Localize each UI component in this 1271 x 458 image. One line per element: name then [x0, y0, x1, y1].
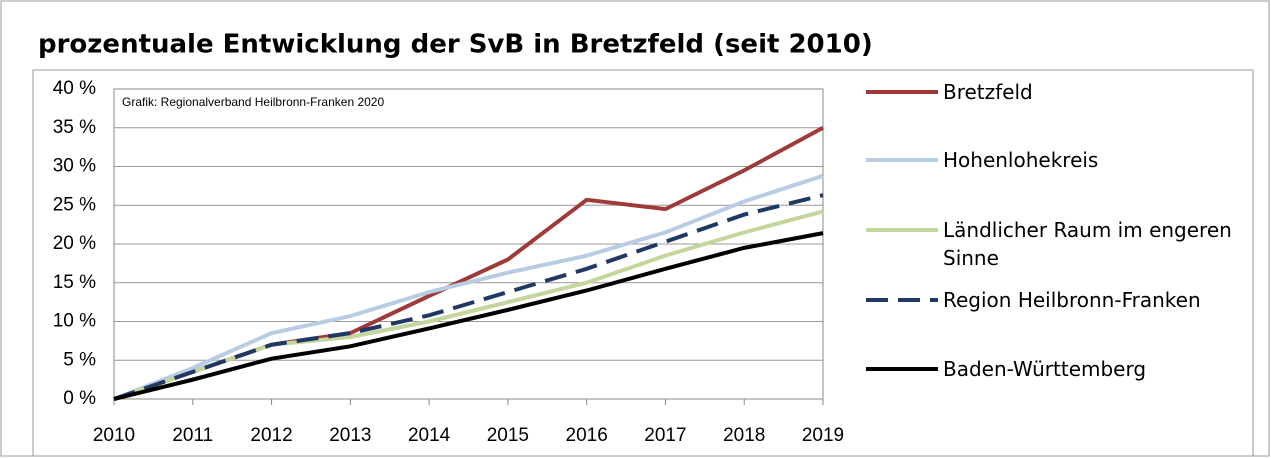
y-tick-label: 40 % [53, 78, 96, 99]
y-tick-label: 10 % [53, 311, 96, 332]
x-tick-label: 2015 [487, 425, 529, 446]
legend-label: Hohenlohekreis [943, 148, 1099, 172]
series-line [113, 173, 824, 401]
y-tick-label: 20 % [53, 233, 96, 254]
series-line [113, 193, 824, 401]
y-tick-label: 0 % [63, 388, 96, 409]
plot-frame [113, 88, 824, 400]
annotation: Grafik: Regionalverband Heilbronn-Franke… [122, 95, 384, 109]
x-tick-label: 2013 [329, 425, 371, 446]
inner-frame [32, 69, 1254, 457]
x-tick-label: 2010 [93, 425, 135, 446]
y-tick-label: 25 % [53, 194, 96, 215]
x-tick-label: 2014 [408, 425, 451, 446]
y-tick-label: 5 % [63, 349, 96, 370]
y-tick-label: 30 % [53, 156, 96, 177]
chart-title: prozentuale Entwicklung der SvB in Bretz… [38, 30, 873, 60]
series-line [113, 231, 824, 401]
series-line [113, 125, 824, 401]
legend-label: Ländlicher Raum im engeren Sinne [943, 218, 1232, 270]
legend-label: Region Heilbronn-Franken [943, 288, 1201, 312]
x-tick-label: 2011 [172, 425, 213, 446]
x-tick-label: 2012 [250, 425, 292, 446]
y-tick-label: 15 % [53, 272, 96, 293]
y-tick-label: 35 % [53, 117, 96, 138]
legend-label: Baden-Württemberg [943, 357, 1147, 381]
series-line [113, 209, 824, 401]
legend-label: Bretzfeld [943, 80, 1033, 104]
x-tick-label: 2019 [802, 425, 844, 446]
x-tick-label: 2017 [644, 425, 686, 446]
x-tick-label: 2018 [723, 425, 765, 446]
x-tick-label: 2016 [566, 425, 608, 446]
